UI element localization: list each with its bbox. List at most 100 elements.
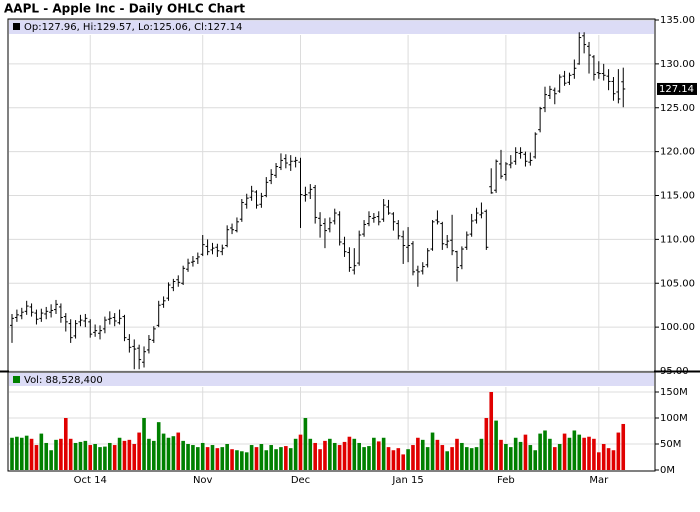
volume-bar xyxy=(63,418,68,470)
volume-bar xyxy=(59,438,63,470)
y-tick-label: 130.00 xyxy=(660,59,695,70)
chart-title: AAPL - Apple Inc - Daily OHLC Chart xyxy=(4,2,245,16)
volume-bar xyxy=(132,444,137,470)
volume-bar xyxy=(464,447,469,470)
y-tick-label: 150M xyxy=(660,387,688,398)
volume-bar xyxy=(186,444,190,470)
volume-bar xyxy=(34,445,39,470)
y-tick-label: 105.00 xyxy=(660,278,695,289)
volume-bar xyxy=(166,437,171,470)
volume-bar xyxy=(450,447,454,470)
volume-bar xyxy=(83,440,88,470)
volume-bar xyxy=(425,447,430,470)
volume-bar xyxy=(352,438,357,470)
volume-bar xyxy=(562,433,567,470)
y-tick-label: 0M xyxy=(660,465,675,476)
volume-bar xyxy=(601,444,606,470)
volume-bar xyxy=(156,422,161,470)
volume-bar xyxy=(362,447,366,470)
volume-bar xyxy=(88,445,93,470)
volume-bar xyxy=(420,439,425,470)
volume-bar xyxy=(548,438,552,470)
legend-swatch xyxy=(13,23,20,30)
x-tick-label: Nov xyxy=(193,475,213,486)
volume-bar xyxy=(112,445,117,470)
volume-legend: Vol: 88,528,400 xyxy=(24,375,103,386)
volume-bar xyxy=(474,447,479,470)
volume-bar xyxy=(323,440,327,470)
volume-bar xyxy=(328,438,332,470)
volume-bar xyxy=(54,439,58,470)
volume-bar xyxy=(621,423,626,470)
volume-bar xyxy=(117,437,122,470)
volume-bar xyxy=(29,438,34,470)
volume-bar xyxy=(337,445,342,470)
volume-bar xyxy=(15,436,19,470)
volume-bar xyxy=(284,446,288,470)
volume-bar xyxy=(587,436,591,470)
volume-bar xyxy=(298,434,303,470)
volume-bar xyxy=(318,449,322,470)
volume-bar xyxy=(616,432,621,470)
volume-bar xyxy=(484,418,489,470)
y-tick-label: 100M xyxy=(660,413,688,424)
volume-bar xyxy=(68,438,73,470)
volume-legend-band xyxy=(9,373,654,386)
volume-bar xyxy=(225,444,229,470)
volume-bar xyxy=(347,436,352,470)
volume-bar xyxy=(469,448,474,470)
y-tick-label: 120.00 xyxy=(660,147,695,158)
volume-bar xyxy=(137,432,141,470)
volume-bar xyxy=(416,437,420,470)
volume-bar xyxy=(259,444,264,470)
x-tick-label: Feb xyxy=(497,475,515,486)
volume-bar xyxy=(567,437,572,470)
volume-bar xyxy=(597,452,601,470)
volume-bar xyxy=(44,442,49,470)
volume-bar xyxy=(455,438,459,470)
legend-swatch xyxy=(13,376,20,383)
volume-bar xyxy=(435,439,440,470)
y-tick-label: 135.00 xyxy=(660,15,695,26)
last-price-tag xyxy=(657,82,697,95)
volume-bar xyxy=(235,450,239,470)
x-tick-label: Dec xyxy=(291,475,310,486)
volume-bar xyxy=(523,434,528,470)
volume-bar xyxy=(249,445,254,470)
volume-bar xyxy=(10,437,14,470)
volume-bar xyxy=(279,447,283,470)
volume-bar xyxy=(264,450,269,470)
volume-bar xyxy=(78,441,83,470)
volume-bar xyxy=(391,450,396,470)
volume-bar xyxy=(191,445,195,470)
y-tick-label: 50M xyxy=(660,439,681,450)
volume-bar xyxy=(533,450,538,470)
volume-bar xyxy=(406,449,410,470)
x-tick-label: Oct 14 xyxy=(74,475,107,486)
volume-bar xyxy=(205,447,210,470)
volume-bar xyxy=(240,451,244,470)
volume-bar xyxy=(460,442,464,470)
volume-bar xyxy=(171,436,176,470)
volume-bar xyxy=(430,432,435,470)
volume-bar xyxy=(274,449,278,470)
volume-bar xyxy=(24,435,29,470)
volume-bar xyxy=(39,433,44,470)
volume-bar xyxy=(142,418,146,470)
y-tick-label: 115.00 xyxy=(660,191,695,202)
volume-bar xyxy=(93,444,97,470)
price-legend: Op:127.96, Hi:129.57, Lo:125.06, Cl:127.… xyxy=(24,22,242,33)
volume-bar xyxy=(19,437,24,470)
volume-bar xyxy=(577,434,582,470)
volume-bar xyxy=(538,433,542,470)
x-tick-label: Jan 15 xyxy=(391,475,423,486)
volume-bar xyxy=(49,450,53,470)
volume-bar xyxy=(152,440,156,470)
volume-bar xyxy=(479,438,484,470)
volume-bar xyxy=(230,449,234,470)
volume-bar xyxy=(161,433,166,470)
volume-bar xyxy=(176,432,181,470)
price-legend-band xyxy=(9,20,654,34)
volume-bar xyxy=(181,440,185,470)
volume-bar xyxy=(293,438,298,470)
